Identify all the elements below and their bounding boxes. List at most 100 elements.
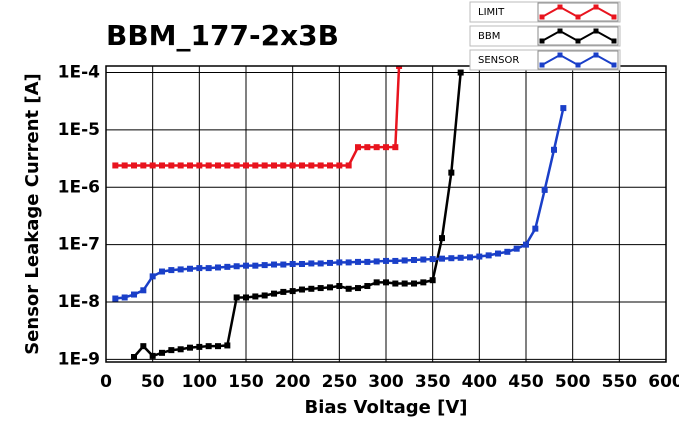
legend-marker [593,28,599,34]
data-point [168,162,175,169]
data-point [308,260,315,267]
data-point [383,279,389,286]
data-point [261,292,268,299]
data-point [439,255,445,262]
data-point [149,273,156,280]
data-point [233,263,240,270]
legend-marker [557,52,563,58]
x-tick-label: 500 [555,372,591,392]
data-point [196,265,203,272]
data-point [336,162,343,169]
data-point [429,277,436,284]
data-point [467,254,473,261]
legend-marker [539,14,545,20]
data-point [411,256,417,263]
x-tick-label: 600 [648,372,679,392]
data-point [196,162,203,169]
data-point [345,259,352,266]
data-point [420,279,427,286]
data-point [243,162,249,169]
data-point [205,343,212,350]
data-point [345,162,352,169]
data-point [448,255,455,262]
data-point [187,344,193,351]
legend-marker [611,38,617,44]
data-point [280,261,287,268]
data-point [121,294,128,301]
data-point [261,162,268,169]
ticks: 0 50 100 150 200 250 300 350 400 450 500 550 600 1E-9… [58,63,679,392]
data-point [392,144,399,151]
data-point [327,259,333,266]
data-point [140,162,147,169]
data-point [355,285,361,292]
data-point [523,241,529,248]
data-point [299,162,305,169]
data-point [215,343,221,350]
legend-marker [611,14,617,20]
data-point [336,283,343,290]
x-tick-label: 50 [141,372,165,392]
data-point [224,263,231,270]
legend-marker [539,62,545,68]
data-point [159,162,165,169]
data-point [457,254,464,261]
plot-frame [105,65,667,363]
data-point [271,162,277,169]
data-point [336,259,343,266]
data-point [308,285,315,292]
data-point [177,346,184,353]
data-point [373,144,380,151]
data-point [299,260,305,267]
data-point [243,262,249,269]
data-point [215,162,221,169]
data-point [149,162,156,169]
data-point [233,162,240,169]
data-point [355,258,361,265]
data-point [327,284,333,291]
data-point [224,162,231,169]
data-point [177,162,184,169]
legend-marker [593,4,599,10]
data-point [149,352,156,359]
data-point [252,162,259,169]
data-point [396,66,403,69]
data-point [476,253,483,260]
data-point [131,162,137,169]
y-tick-label: 1E-8 [58,292,100,312]
data-point [140,287,147,294]
data-point [159,349,165,356]
x-tick-label: 450 [508,372,544,392]
data-point [131,354,137,361]
data-point [224,342,231,349]
data-point [373,279,380,286]
data-point [140,343,147,350]
y-axis-title: Sensor Leakage Current [A] [22,73,43,355]
data-point [252,293,259,300]
data-point [112,162,119,169]
data-point [317,285,324,292]
data-point [299,286,305,293]
data-point [187,162,193,169]
data-point [504,248,511,255]
data-point [532,225,539,232]
x-tick-label: 200 [275,372,311,392]
data-point [289,162,296,169]
data-point [159,268,165,275]
data-point [364,258,371,265]
data-point [168,267,175,274]
legend-marker [575,62,581,68]
legend[interactable]: LIMIT BBM SENSOR [469,1,621,71]
data-point [420,256,427,263]
data-point [271,261,277,268]
legend-marker [611,62,617,68]
data-point [383,144,389,151]
data-point [233,294,240,301]
data-point [551,146,557,153]
legend-marker [593,52,599,58]
data-point [327,162,333,169]
y-tick-label: 1E-5 [58,120,100,140]
y-tick-label: 1E-6 [58,177,100,197]
data-point [261,262,268,269]
